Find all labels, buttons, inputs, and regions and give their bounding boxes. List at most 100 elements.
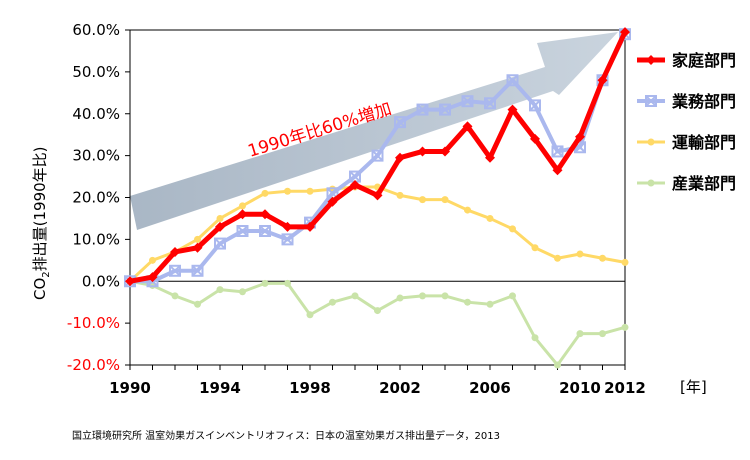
marker-x — [191, 265, 204, 277]
data-point — [194, 235, 201, 243]
marker-square — [191, 264, 204, 277]
data-point — [371, 149, 384, 162]
data-point — [239, 288, 246, 296]
data-point — [552, 165, 563, 176]
x-tick-label: 1994 — [199, 379, 241, 397]
data-point — [125, 276, 135, 287]
data-point — [239, 202, 246, 210]
data-point — [485, 152, 495, 163]
data-point — [531, 244, 539, 252]
marker-square — [371, 149, 384, 162]
x-tick-label: 1990 — [109, 379, 151, 397]
data-point — [261, 279, 269, 287]
legend-label: 産業部門 — [672, 174, 736, 193]
marker-x — [371, 149, 384, 162]
data-point — [486, 214, 494, 222]
marker-x — [169, 265, 181, 277]
x-tick-label: 2002 — [379, 379, 421, 397]
y-tick-label: 40.0% — [72, 105, 120, 123]
data-point — [214, 237, 226, 250]
data-point — [284, 279, 291, 287]
data-point — [507, 104, 518, 115]
data-point — [236, 225, 249, 237]
legend-item: 運輸部門 — [637, 133, 736, 152]
data-point — [191, 264, 204, 277]
data-point — [599, 330, 606, 338]
marker-x — [645, 95, 657, 107]
data-point — [170, 246, 180, 257]
marker-square — [169, 264, 181, 277]
marker-x — [259, 225, 271, 237]
data-point — [647, 138, 655, 146]
y-tick-label: 60.0% — [72, 21, 120, 39]
data-point — [169, 264, 181, 277]
source-note: 国立環境研究所 温室効果ガスインベントリオフィス：日本の温室効果ガス排出量データ… — [72, 429, 500, 442]
y-tick-label: -10.0% — [67, 314, 120, 332]
data-point — [396, 191, 404, 199]
x-tick-label: 1998 — [289, 379, 331, 397]
data-point — [575, 131, 585, 142]
y-tick-label: 30.0% — [72, 147, 120, 165]
data-point — [576, 250, 584, 258]
data-point — [554, 254, 561, 262]
data-point — [551, 145, 564, 158]
data-point — [506, 74, 519, 87]
marker-x — [236, 225, 249, 237]
data-point — [351, 292, 359, 300]
x-axis-unit: [年] — [680, 378, 707, 396]
series-group — [124, 27, 631, 369]
marker-x — [326, 187, 339, 200]
data-point — [464, 206, 471, 214]
data-point — [439, 103, 451, 116]
marker-square — [529, 99, 541, 112]
marker-square — [236, 225, 249, 237]
data-point — [419, 292, 426, 300]
trend-arrow — [130, 32, 618, 230]
data-point — [509, 225, 516, 233]
data-point — [372, 190, 383, 201]
data-point — [509, 292, 516, 300]
data-point — [554, 361, 561, 369]
data-point — [441, 196, 449, 204]
data-point — [374, 307, 381, 315]
marker-square — [484, 97, 496, 110]
data-point — [395, 152, 405, 163]
marker-x — [551, 145, 564, 158]
data-point — [282, 221, 293, 232]
data-point — [620, 27, 630, 38]
x-axis: 1990 1994 1998 2002 2006 2010 2012 — [109, 365, 646, 397]
y-axis: 60.0% 50.0% 40.0% 30.0% 20.0% 10.0% 0.0% -10.0%… — [67, 21, 130, 374]
data-point — [396, 294, 404, 302]
marker-x — [416, 103, 429, 116]
data-point — [194, 300, 201, 308]
data-point — [461, 95, 474, 108]
data-point — [440, 146, 450, 157]
data-point — [419, 196, 426, 204]
data-point — [216, 214, 224, 222]
marker-square — [259, 225, 271, 237]
data-point — [576, 330, 584, 338]
marker-square — [281, 233, 294, 246]
y-tick-label: 10.0% — [72, 230, 120, 248]
data-point — [281, 233, 294, 246]
marker-x — [461, 95, 474, 107]
data-point — [284, 187, 291, 195]
marker-square — [461, 95, 474, 108]
data-point — [597, 75, 608, 86]
series-line — [129, 279, 626, 367]
data-point — [237, 209, 248, 220]
data-point — [416, 103, 429, 116]
data-point — [259, 225, 271, 237]
marker-x — [484, 97, 496, 109]
data-point — [621, 323, 629, 331]
x-tick-label: 2012 — [604, 379, 646, 397]
data-point — [529, 99, 541, 112]
marker-x — [394, 116, 406, 128]
marker-square — [506, 74, 519, 87]
series-産業部門 — [126, 277, 629, 369]
data-point — [329, 298, 336, 306]
marker-square — [439, 103, 451, 116]
marker-x — [529, 99, 541, 112]
